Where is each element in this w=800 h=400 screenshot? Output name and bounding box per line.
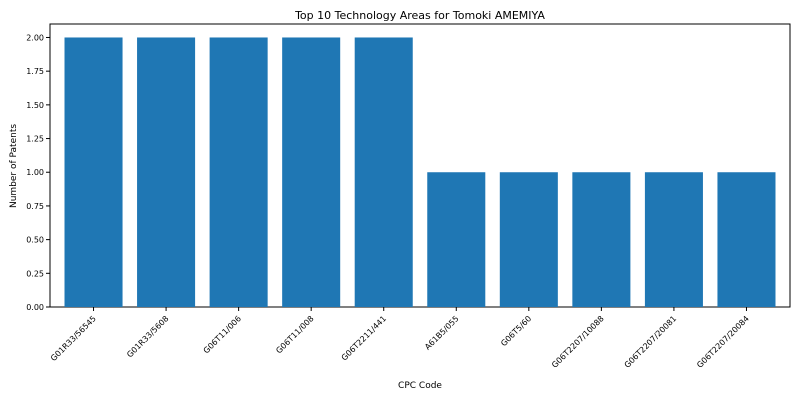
bar-g01r33-56545	[65, 37, 123, 307]
x-tick-label: G01R33/5608	[125, 314, 170, 359]
y-tick-label: 1.00	[26, 168, 44, 177]
x-tick-label: G06T5/60	[499, 314, 533, 348]
bar-g06t5-60	[500, 172, 558, 307]
bar-a61b5-055	[427, 172, 485, 307]
y-tick-label: 1.25	[26, 135, 44, 144]
x-axis-ticks: G01R33/56545 G01R33/5608 G06T11/006 G06T11/…	[49, 307, 751, 370]
y-axis-ticks: 0.00 0.25 0.50 0.75 1.00 1.25 1.50 1.75 2.00	[26, 33, 50, 312]
x-tick-label: G06T11/006	[202, 314, 243, 355]
bar-g06t11-006	[210, 37, 268, 307]
bar-g06t2207-10088	[572, 172, 630, 307]
bar-g06t2211-441	[355, 37, 413, 307]
y-tick-label: 2.00	[26, 33, 44, 42]
y-axis-label: Number of Patents	[9, 124, 19, 208]
x-tick-label: G06T2211/441	[340, 314, 389, 363]
bar-g06t2207-20081	[645, 172, 703, 307]
x-tick-label: G06T11/008	[274, 314, 315, 355]
bar-g06t2207-20084	[717, 172, 775, 307]
x-tick-label: G06T2207/20081	[623, 314, 679, 370]
bar-g01r33-5608	[137, 37, 195, 307]
x-tick-label: G06T2207/20084	[695, 314, 751, 370]
y-tick-label: 0.50	[26, 236, 44, 245]
x-axis-label: CPC Code	[398, 381, 442, 391]
x-tick-label: G01R33/56545	[49, 314, 98, 363]
y-tick-label: 0.00	[26, 303, 44, 312]
y-tick-label: 1.50	[26, 101, 44, 110]
y-tick-label: 1.75	[26, 67, 44, 76]
chart-title: Top 10 Technology Areas for Tomoki AMEMI…	[294, 9, 545, 22]
y-tick-label: 0.25	[26, 269, 44, 278]
x-tick-label: G06T2207/10088	[550, 314, 606, 370]
x-tick-label: A61B5/055	[423, 314, 461, 352]
bar-g06t11-008	[282, 37, 340, 307]
bars-group	[65, 37, 776, 307]
y-tick-label: 0.75	[26, 202, 44, 211]
